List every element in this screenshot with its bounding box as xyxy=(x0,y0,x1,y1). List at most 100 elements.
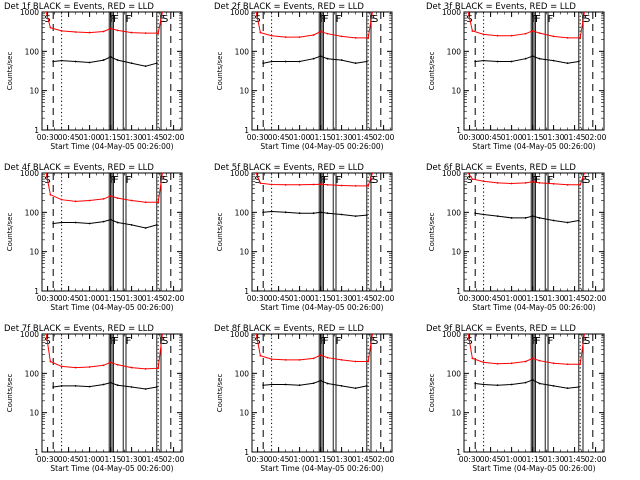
event-data-point xyxy=(577,386,580,388)
lld-data-point xyxy=(74,200,77,203)
event-data-point xyxy=(116,59,119,61)
y-tick-label: 1 xyxy=(244,126,249,135)
lld-data-point xyxy=(340,358,343,361)
x-tick-label: 02:00 xyxy=(163,455,185,464)
lld-data-point xyxy=(482,361,485,364)
flag-label: E xyxy=(159,14,165,25)
x-tick-label: 01:15 xyxy=(310,455,332,464)
y-tick-label: 1 xyxy=(456,126,461,135)
lld-data-point xyxy=(579,36,582,39)
lld-data-point xyxy=(161,173,164,174)
x-tick-label: 01:45 xyxy=(352,133,374,142)
event-data-point xyxy=(365,60,368,63)
event-data-point xyxy=(566,387,569,390)
event-data-point xyxy=(577,60,580,63)
event-data-point xyxy=(552,59,555,62)
flag-label: F xyxy=(323,336,329,347)
detector-panel-9: Det 9f BLACK = Events, RED = LLD 1 10 100 10… xyxy=(426,324,607,473)
flag-label: S xyxy=(162,175,168,186)
lld-data-point xyxy=(284,358,287,361)
x-tick-label: 00:30 xyxy=(247,133,269,142)
event-data-point xyxy=(326,57,329,60)
event-data-point xyxy=(510,217,513,219)
event-rate-line xyxy=(53,56,157,67)
lld-data-point xyxy=(471,178,474,180)
y-tick-label: 100 xyxy=(25,47,40,56)
event-data-point xyxy=(474,212,477,215)
flag-label: S xyxy=(584,336,590,347)
event-rate-line xyxy=(53,382,157,390)
flag-label: F xyxy=(548,14,554,25)
event-data-point xyxy=(496,215,499,218)
lld-data-point xyxy=(116,363,119,366)
flag-label: S xyxy=(466,175,472,186)
x-tick-label: 01:00 xyxy=(501,133,523,142)
lld-data-point xyxy=(144,201,147,204)
lld-data-point xyxy=(49,193,52,196)
lld-data-point xyxy=(496,34,499,37)
event-data-point xyxy=(531,55,534,58)
lld-data-point xyxy=(157,32,160,35)
y-tick-label: 10 xyxy=(29,409,39,418)
panel-title: Det 8f BLACK = Events, RED = LLD xyxy=(214,324,364,334)
event-data-point xyxy=(88,385,91,388)
y-axis-label: Counts/sec xyxy=(216,213,224,252)
lld-data-point xyxy=(116,29,119,32)
y-tick-label: 1000 xyxy=(20,8,39,17)
lld-data-point xyxy=(579,363,582,366)
x-tick-label: 00:45 xyxy=(480,133,502,142)
lld-data-point xyxy=(284,183,287,186)
flag-label: F xyxy=(532,336,538,347)
lld-data-point xyxy=(510,362,513,365)
event-data-point xyxy=(365,384,368,387)
event-data-point xyxy=(102,59,105,61)
event-data-point xyxy=(144,65,147,68)
lld-data-point xyxy=(255,12,258,13)
detector-panel-8: Det 8f BLACK = Events, RED = LLD 1 10 100 10… xyxy=(214,324,395,473)
x-tick-label: 01:00 xyxy=(289,294,311,303)
x-axis-label: Start Time (04-May-05 00:26:00) xyxy=(50,142,173,151)
lld-data-point xyxy=(340,35,343,38)
flag-label: F xyxy=(110,14,116,25)
event-data-point xyxy=(155,386,158,388)
x-axis-label: Start Time (04-May-05 00:26:00) xyxy=(260,303,383,312)
y-tick-label: 10 xyxy=(239,248,249,257)
y-tick-label: 1000 xyxy=(20,169,39,178)
flag-label: F xyxy=(110,175,116,186)
event-data-point xyxy=(298,384,301,387)
event-data-point xyxy=(524,217,527,219)
flag-label: E xyxy=(369,14,375,25)
event-data-point xyxy=(319,55,322,58)
event-data-point xyxy=(88,222,91,225)
flag-label: F xyxy=(320,14,326,25)
event-rate-line xyxy=(263,380,367,389)
x-tick-label: 01:00 xyxy=(501,294,523,303)
x-tick-label: 01:00 xyxy=(79,294,101,303)
lld-data-point xyxy=(161,12,164,13)
lld-data-point xyxy=(367,184,370,187)
event-data-point xyxy=(52,222,55,225)
lld-data-point xyxy=(367,360,370,363)
event-data-point xyxy=(474,60,477,63)
lld-data-point xyxy=(326,356,329,359)
event-data-point xyxy=(538,382,541,385)
event-data-point xyxy=(130,62,133,65)
x-tick-label: 02:00 xyxy=(163,133,185,142)
y-axis-label: Counts/sec xyxy=(216,52,224,91)
flag-label: E xyxy=(159,175,165,186)
lld-data-point xyxy=(259,354,262,357)
event-data-point xyxy=(474,382,477,385)
lld-data-point xyxy=(130,366,133,369)
lld-data-point xyxy=(524,182,527,184)
y-axis-label: Counts/sec xyxy=(428,374,436,413)
flag-label: F xyxy=(323,14,329,25)
y-axis-label: Counts/sec xyxy=(6,374,14,413)
y-tick-label: 1000 xyxy=(230,8,249,17)
lld-data-point xyxy=(538,32,541,35)
x-axis-label: Start Time (04-May-05 00:26:00) xyxy=(472,303,595,312)
detector-panel-2: Det 2f BLACK = Events, RED = LLD 1 10 100 10… xyxy=(214,2,395,151)
x-tick-label: 01:30 xyxy=(543,455,565,464)
flag-label: E xyxy=(581,175,587,186)
x-tick-label: 01:30 xyxy=(331,455,353,464)
lld-data-point xyxy=(88,366,91,368)
